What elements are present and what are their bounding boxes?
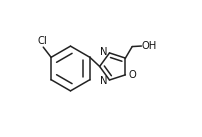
Text: N: N [100, 47, 107, 57]
Text: N: N [100, 75, 107, 85]
Text: O: O [128, 70, 136, 80]
Text: Cl: Cl [38, 36, 48, 46]
Text: OH: OH [142, 41, 157, 51]
